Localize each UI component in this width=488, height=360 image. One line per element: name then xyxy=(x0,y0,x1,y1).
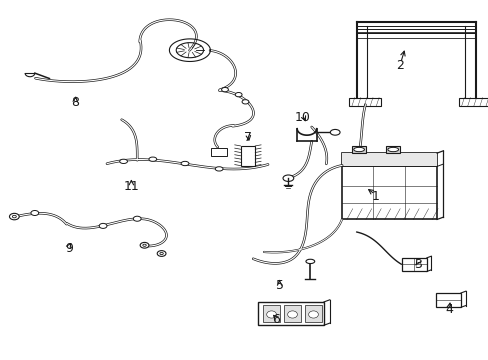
Ellipse shape xyxy=(160,252,163,255)
Ellipse shape xyxy=(283,175,293,181)
Ellipse shape xyxy=(235,93,242,97)
Ellipse shape xyxy=(266,311,276,318)
Ellipse shape xyxy=(149,157,157,161)
Ellipse shape xyxy=(308,311,318,318)
Ellipse shape xyxy=(12,215,16,218)
Bar xyxy=(386,146,399,153)
Bar xyxy=(458,98,488,107)
Ellipse shape xyxy=(330,130,339,135)
Ellipse shape xyxy=(9,213,19,220)
Ellipse shape xyxy=(353,147,364,152)
Bar xyxy=(284,305,301,322)
Ellipse shape xyxy=(140,242,149,248)
Text: 6: 6 xyxy=(272,313,280,327)
Ellipse shape xyxy=(120,159,127,163)
Ellipse shape xyxy=(387,147,398,152)
Text: 7: 7 xyxy=(244,131,252,144)
Bar xyxy=(435,293,460,307)
Text: 1: 1 xyxy=(370,190,378,203)
Bar xyxy=(211,148,226,156)
Bar xyxy=(351,146,365,153)
Bar xyxy=(341,153,436,220)
Ellipse shape xyxy=(287,311,297,318)
Ellipse shape xyxy=(157,251,165,256)
Bar xyxy=(401,258,426,271)
Ellipse shape xyxy=(221,87,228,92)
Text: 8: 8 xyxy=(71,96,79,109)
Ellipse shape xyxy=(242,100,248,104)
Ellipse shape xyxy=(142,244,146,246)
Text: 3: 3 xyxy=(413,258,421,271)
Bar xyxy=(305,305,322,322)
Text: 9: 9 xyxy=(65,242,73,255)
Bar xyxy=(240,146,255,166)
Bar xyxy=(263,305,280,322)
Ellipse shape xyxy=(181,161,188,166)
Text: 5: 5 xyxy=(275,279,283,292)
Ellipse shape xyxy=(305,259,314,264)
Text: 4: 4 xyxy=(445,303,452,316)
Bar xyxy=(258,302,324,325)
Text: 11: 11 xyxy=(123,180,139,193)
Ellipse shape xyxy=(133,216,141,221)
Ellipse shape xyxy=(99,224,107,228)
Text: 2: 2 xyxy=(396,59,404,72)
Ellipse shape xyxy=(215,167,223,171)
Text: 10: 10 xyxy=(294,111,310,124)
Bar xyxy=(341,153,436,166)
Ellipse shape xyxy=(31,211,39,216)
Bar xyxy=(348,98,380,107)
